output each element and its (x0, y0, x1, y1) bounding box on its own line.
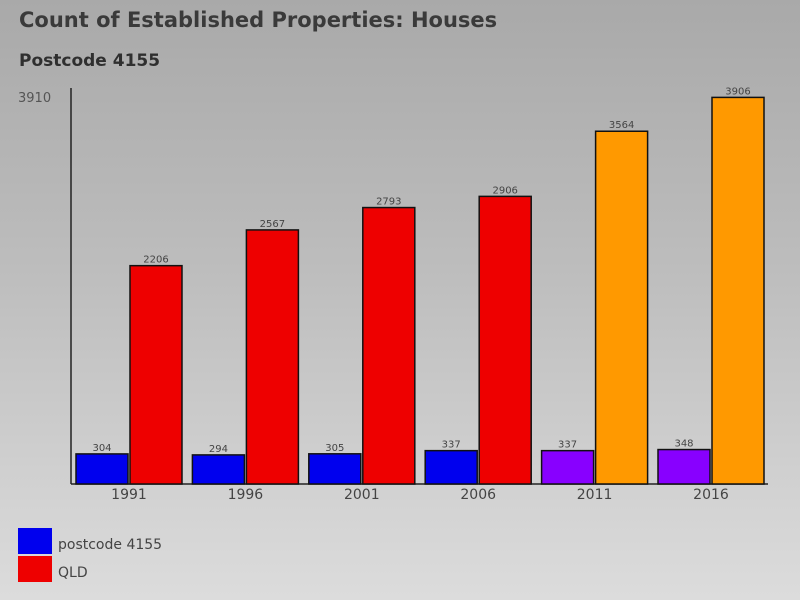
bar-postcode-4155-2011 (540, 449, 595, 485)
data-label-qld-2016: 3906 (725, 86, 750, 97)
bar-qld-2006 (478, 195, 532, 485)
x-tick-label-1996: 1996 (228, 487, 264, 503)
bar-postcode-4155-1996 (191, 454, 246, 485)
data-label-qld-2006: 2906 (492, 185, 517, 196)
data-label-postcode-4155-2006: 337 (442, 440, 461, 451)
data-label-postcode-4155-2001: 305 (325, 443, 344, 454)
bar-qld-2001 (362, 206, 416, 485)
legend-item-qld: QLD (18, 555, 88, 583)
legend-item-postcode: postcode 4155 (18, 527, 162, 555)
y-max-label: 3910 (18, 91, 51, 106)
data-label-qld-1991: 2206 (143, 255, 168, 266)
data-label-postcode-4155-2016: 348 (674, 439, 693, 450)
legend-label-qld: QLD (58, 565, 88, 581)
bar-qld-1996 (245, 229, 300, 485)
x-tick-label-1991: 1991 (111, 487, 147, 503)
x-tick-label-2011: 2011 (577, 487, 613, 503)
bar-qld-2011 (594, 130, 649, 485)
x-tick-label-2001: 2001 (344, 487, 380, 503)
data-label-qld-1996: 2567 (260, 219, 285, 230)
data-label-postcode-4155-1996: 294 (209, 444, 228, 455)
legend-label-postcode: postcode 4155 (58, 537, 163, 553)
bar-qld-2016 (711, 96, 765, 485)
bar-postcode-4155-2006 (424, 449, 478, 485)
x-tick-label-2006: 2006 (460, 487, 496, 503)
chart-title: Count of Established Properties: Houses (19, 8, 498, 32)
legend-swatch-postcode (18, 528, 52, 554)
x-tick-label-2016: 2016 (693, 487, 729, 503)
bar-postcode-4155-1991 (75, 453, 129, 485)
data-label-postcode-4155-1991: 304 (92, 443, 111, 454)
chart-subtitle: Postcode 4155 (19, 51, 161, 71)
data-label-postcode-4155-2011: 337 (558, 440, 577, 451)
data-label-qld-2011: 3564 (609, 120, 634, 131)
bar-postcode-4155-2001 (308, 453, 362, 485)
legend-swatch-qld (18, 556, 52, 582)
data-label-qld-2001: 2793 (376, 197, 401, 208)
bar-qld-1991 (129, 264, 183, 485)
bar-postcode-4155-2016 (657, 448, 711, 485)
